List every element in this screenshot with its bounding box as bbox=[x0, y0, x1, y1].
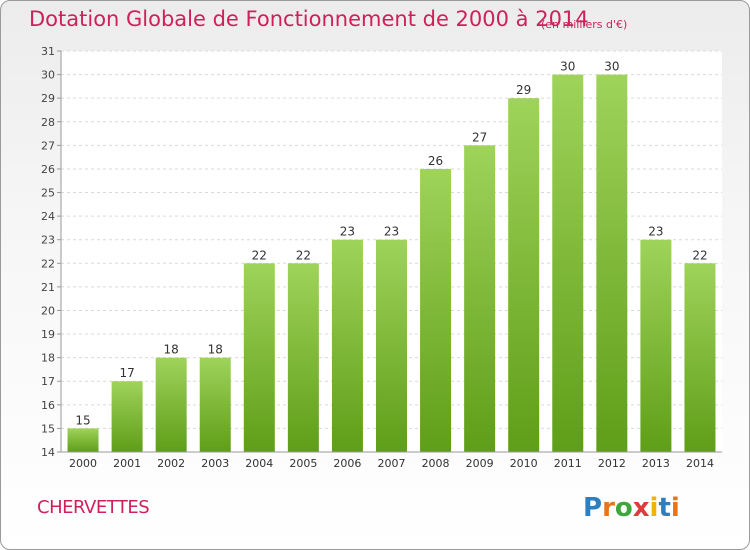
x-tick-label: 2004 bbox=[245, 457, 273, 470]
x-tick-label: 2002 bbox=[157, 457, 185, 470]
x-tick-label: 2011 bbox=[554, 457, 582, 470]
y-tick-label: 25 bbox=[41, 187, 55, 200]
chart-title: Dotation Globale de Fonctionnement de 20… bbox=[29, 7, 589, 31]
bar-data-label: 22 bbox=[296, 248, 311, 262]
bar bbox=[596, 74, 628, 453]
y-tick-label: 14 bbox=[41, 446, 55, 459]
x-tick-label: 2006 bbox=[333, 457, 361, 470]
x-tick-label: 2000 bbox=[69, 457, 97, 470]
y-tick-label: 22 bbox=[41, 257, 55, 270]
bar-data-label: 26 bbox=[428, 154, 443, 168]
bar bbox=[640, 239, 672, 452]
bar-data-label: 29 bbox=[516, 83, 531, 97]
y-tick-label: 21 bbox=[41, 281, 55, 294]
y-tick-label: 19 bbox=[41, 328, 55, 341]
bar-data-label: 23 bbox=[384, 225, 399, 239]
bar-data-label: 17 bbox=[119, 366, 134, 380]
bar-data-label: 23 bbox=[648, 225, 663, 239]
bar bbox=[376, 239, 407, 452]
x-tick-label: 2008 bbox=[422, 457, 450, 470]
bar bbox=[552, 74, 584, 453]
x-tick-label: 2010 bbox=[510, 457, 538, 470]
y-tick-label: 18 bbox=[41, 352, 55, 365]
bar-data-label: 27 bbox=[472, 130, 487, 144]
y-tick-label: 31 bbox=[41, 45, 55, 58]
x-tick-label: 2014 bbox=[686, 457, 714, 470]
bar bbox=[199, 357, 231, 452]
y-tick-label: 30 bbox=[41, 69, 55, 82]
bar bbox=[331, 239, 363, 452]
bar bbox=[287, 263, 319, 452]
y-tick-label: 26 bbox=[41, 163, 55, 176]
bar-data-label: 22 bbox=[252, 248, 267, 262]
bar-data-label: 18 bbox=[208, 343, 223, 357]
y-tick-label: 17 bbox=[41, 375, 55, 388]
bar bbox=[508, 98, 540, 453]
bar bbox=[684, 263, 716, 452]
y-tick-label: 28 bbox=[41, 116, 55, 129]
bar bbox=[155, 357, 187, 452]
bar-data-label: 18 bbox=[164, 343, 179, 357]
x-tick-label: 2001 bbox=[113, 457, 141, 470]
y-tick-label: 29 bbox=[41, 92, 55, 105]
y-tick-label: 24 bbox=[41, 210, 55, 223]
x-tick-label: 2009 bbox=[466, 457, 494, 470]
proxiti-logo: Proxiti bbox=[583, 493, 680, 522]
y-tick-label: 20 bbox=[41, 304, 55, 317]
bar bbox=[464, 145, 496, 452]
x-tick-label: 2013 bbox=[642, 457, 670, 470]
x-tick-label: 2012 bbox=[598, 457, 626, 470]
bar bbox=[243, 263, 275, 452]
commune-name: CHERVETTES bbox=[37, 497, 150, 518]
x-tick-label: 2007 bbox=[378, 457, 406, 470]
x-tick-label: 2003 bbox=[201, 457, 229, 470]
x-tick-label: 2005 bbox=[289, 457, 317, 470]
bar-data-label: 22 bbox=[692, 248, 707, 262]
bar-data-label: 30 bbox=[560, 60, 575, 74]
bar-data-label: 23 bbox=[340, 225, 355, 239]
bar-data-label: 15 bbox=[75, 413, 90, 427]
y-tick-label: 16 bbox=[41, 399, 55, 412]
bar bbox=[67, 428, 99, 452]
bar-data-label: 30 bbox=[604, 60, 619, 74]
y-tick-label: 15 bbox=[41, 422, 55, 435]
bar bbox=[111, 381, 143, 452]
svg-text:Proxiti: Proxiti bbox=[583, 493, 680, 522]
y-tick-label: 23 bbox=[41, 234, 55, 247]
bar bbox=[420, 168, 452, 453]
chart-subtitle: (en milliers d'€) bbox=[541, 18, 628, 31]
y-tick-label: 27 bbox=[41, 139, 55, 152]
